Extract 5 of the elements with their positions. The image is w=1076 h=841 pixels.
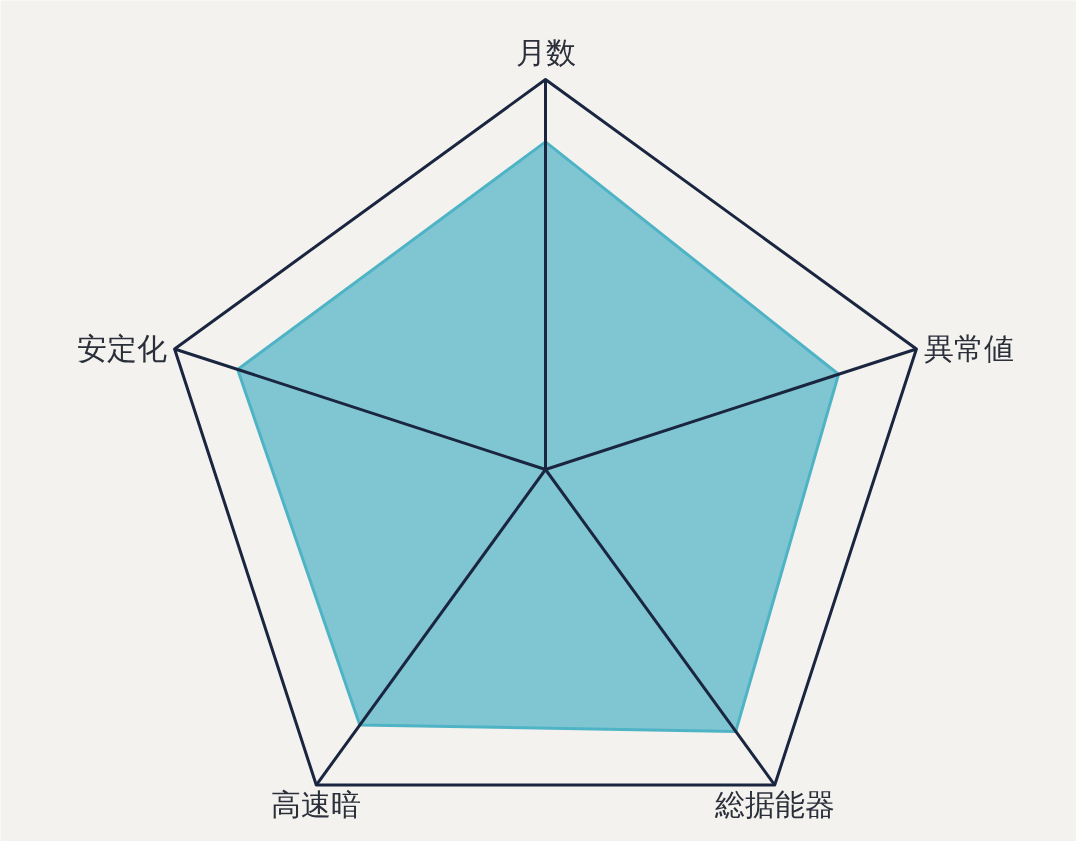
spoke-label: 総据能器	[713, 787, 835, 823]
spoke-label: 月数	[515, 34, 576, 70]
spoke-label: 安定化	[76, 331, 167, 367]
spoke-label: 異常値	[924, 331, 1015, 367]
spoke-label: 高速暗	[271, 787, 362, 823]
